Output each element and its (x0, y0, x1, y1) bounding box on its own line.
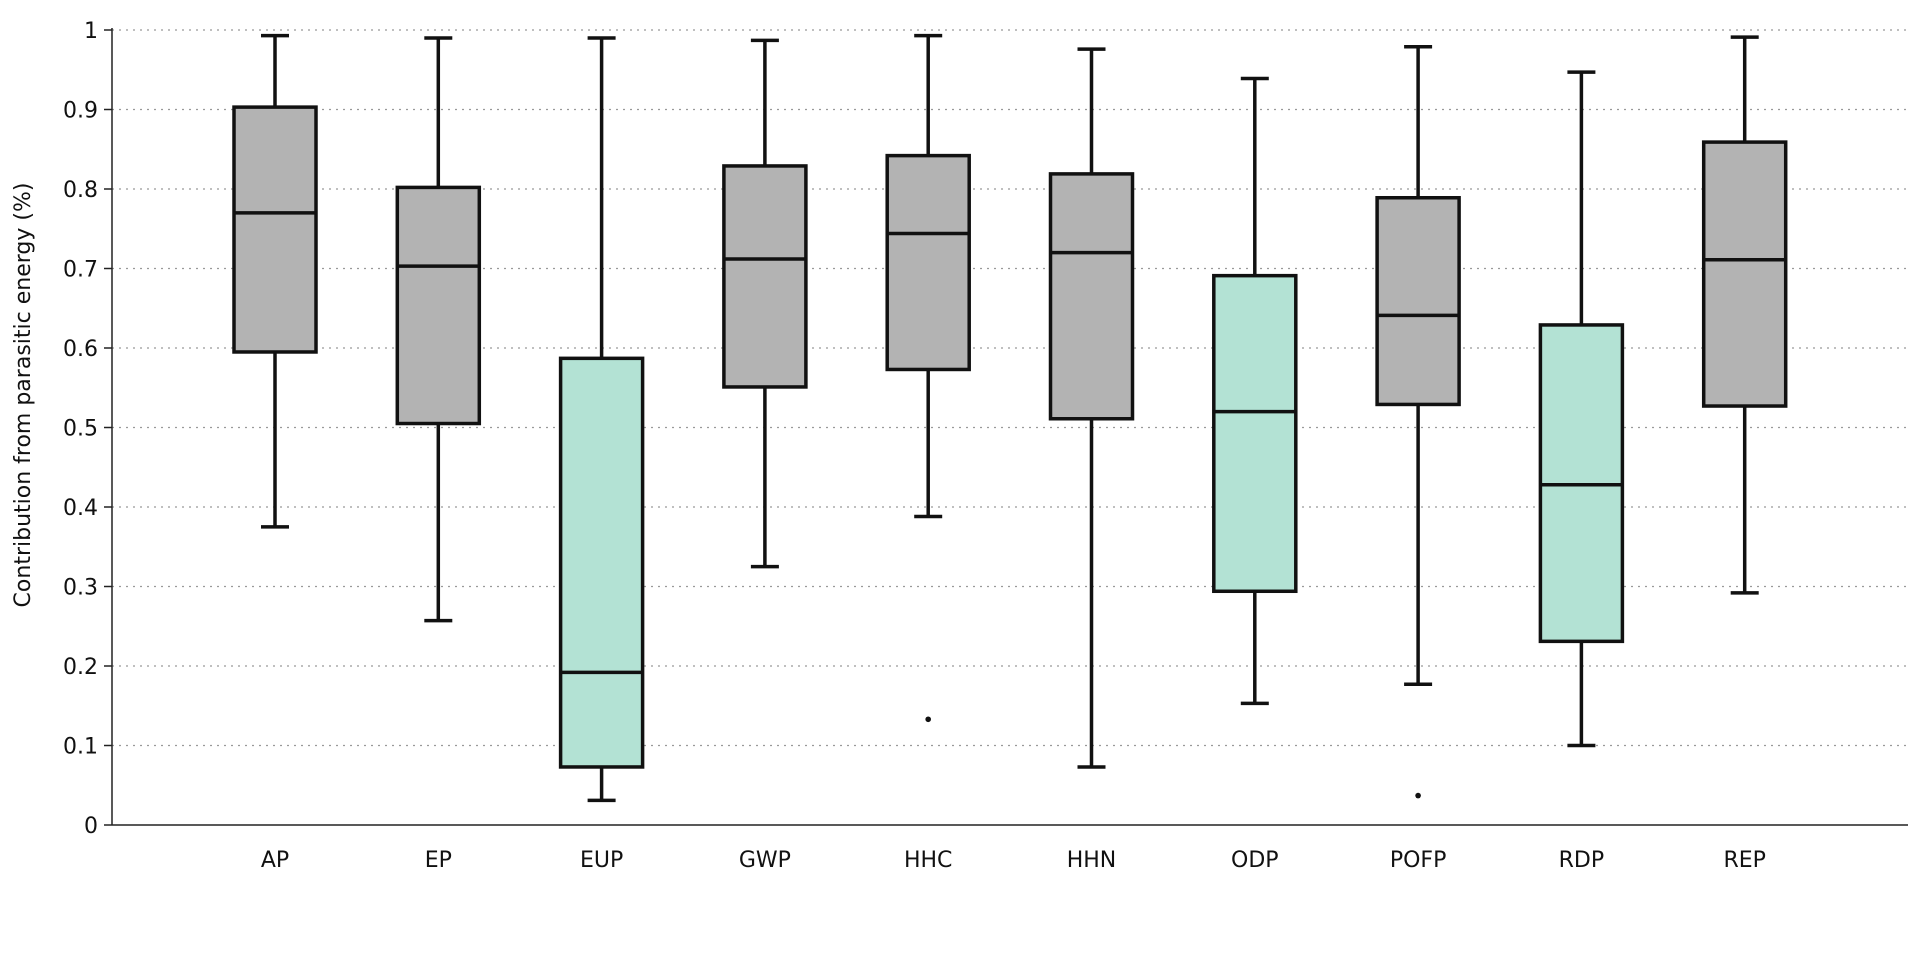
box-iqr (1375, 195, 1461, 407)
box-group (885, 33, 971, 723)
x-tick-labels: AP EP EUP GWP HHC HHN ODP POFP RDP REP (261, 848, 1766, 873)
box-group (395, 36, 482, 623)
y-tick-label: 0.2 (63, 655, 98, 680)
y-tick-label: 0.4 (63, 496, 98, 521)
box-iqr (232, 105, 318, 354)
box-group (1375, 44, 1461, 799)
y-tick-label: 0.8 (63, 178, 98, 203)
box-iqr (885, 153, 971, 372)
box-group (722, 38, 808, 569)
box-group (1048, 47, 1135, 769)
box-iqr (722, 164, 808, 389)
box-iqr (395, 185, 482, 426)
box-group (1538, 70, 1625, 748)
y-tick-label: 0.3 (63, 576, 98, 601)
x-tick-label: GWP (739, 848, 791, 873)
x-tick-label: EUP (580, 848, 623, 873)
y-axis-title: Contribution from parasitic energy (%) (11, 183, 36, 608)
y-tick-label: 1 (84, 19, 98, 44)
y-tick-label: 0.5 (63, 417, 98, 442)
box-iqr (558, 356, 645, 769)
y-tick-label: 0.6 (63, 337, 98, 362)
x-tick-label: EP (425, 848, 452, 873)
box-iqr (1212, 273, 1298, 594)
x-tick-label: HHN (1067, 848, 1117, 873)
y-tick-label: 0.1 (63, 735, 98, 760)
axes (104, 28, 1908, 826)
outlier-point (925, 716, 931, 723)
box-group (232, 33, 318, 529)
x-tick-label: RDP (1559, 848, 1605, 873)
box-group (558, 36, 645, 803)
y-tick-label: 0 (84, 814, 98, 839)
outlier-point (1415, 792, 1421, 799)
box-group (1701, 35, 1788, 595)
box-iqr (1701, 140, 1788, 408)
y-tick-label: 0.9 (63, 99, 98, 124)
x-tick-label: HHC (904, 848, 952, 873)
x-tick-label: REP (1723, 848, 1765, 873)
y-tick-labels: 0 0.1 0.2 0.3 0.4 0.5 0.6 0.7 0.8 0.9 1 (63, 19, 98, 839)
box-series (232, 33, 1788, 803)
x-tick-label: AP (261, 848, 289, 873)
grid-lines (112, 29, 1908, 747)
box-iqr (1048, 172, 1135, 421)
box-group (1212, 76, 1298, 706)
x-tick-label: POFP (1390, 848, 1447, 873)
x-tick-label: ODP (1231, 848, 1279, 873)
y-tick-label: 0.7 (63, 258, 98, 283)
